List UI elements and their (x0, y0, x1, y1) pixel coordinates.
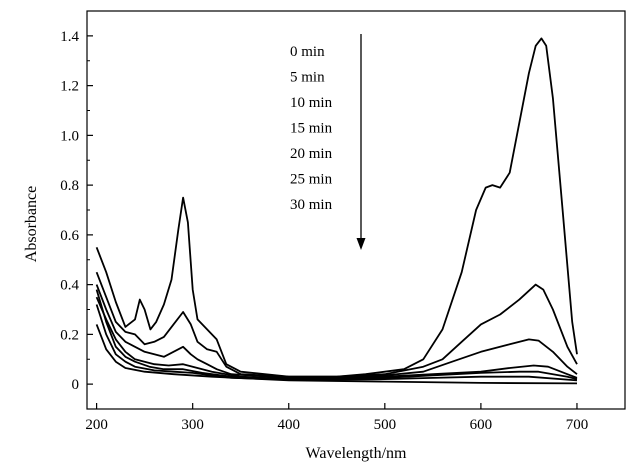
y-tick-label: 0.6 (60, 228, 79, 244)
y-tick-label: 1.4 (60, 29, 79, 45)
curve-5-min (95, 271, 578, 378)
legend-label: 30 min (290, 197, 333, 213)
legend-label: 20 min (290, 146, 333, 162)
legend-label: 25 min (290, 172, 333, 188)
y-tick-label: 0.4 (60, 278, 79, 294)
x-tick-label: 500 (374, 417, 397, 433)
curve-30-min (95, 324, 578, 385)
y-tick-label: 1.0 (60, 128, 79, 144)
x-tick-label: 600 (470, 417, 493, 433)
curve-15-min (95, 296, 578, 380)
curve-0-min (95, 37, 578, 378)
y-tick-label: 0 (72, 377, 80, 393)
curve-10-min (95, 284, 578, 379)
legend-label: 0 min (290, 44, 325, 60)
x-tick-label: 300 (181, 417, 204, 433)
time-arrow-head (356, 238, 366, 250)
y-axis-label: Absorbance (23, 186, 40, 262)
legend-label: 15 min (290, 121, 333, 137)
legend-label: 10 min (290, 95, 333, 111)
y-tick-label: 0.8 (60, 178, 79, 194)
y-tick-label: 1.2 (60, 79, 79, 95)
legend: 0 min 5 min 10 min 15 min 20 min 25 min 30 min (290, 44, 333, 213)
axis-ticks: 200 300 400 500 600 700 0 0.2 0.4 0.6 0.8 1.0 1.2 1.4 (60, 29, 588, 433)
absorbance-curves (95, 37, 578, 385)
x-axis-label: Wavelength/nm (306, 445, 407, 462)
x-tick-label: 200 (85, 417, 108, 433)
x-tick-label: 700 (566, 417, 589, 433)
legend-label: 5 min (290, 70, 325, 86)
curve-20-min (95, 289, 578, 380)
curve-25-min (95, 304, 578, 382)
x-tick-label: 400 (278, 417, 301, 433)
plot-frame (86, 10, 626, 410)
y-tick-label: 0.2 (60, 327, 79, 343)
